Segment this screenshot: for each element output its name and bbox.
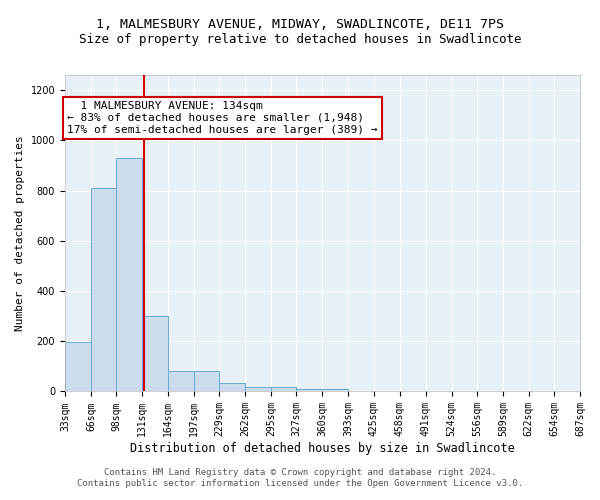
X-axis label: Distribution of detached houses by size in Swadlincote: Distribution of detached houses by size …	[130, 442, 515, 455]
Y-axis label: Number of detached properties: Number of detached properties	[15, 136, 25, 331]
Bar	[168, 371, 194, 392]
Bar	[322, 389, 349, 392]
Text: 1 MALMESBURY AVENUE: 134sqm
← 83% of detached houses are smaller (1,948)
17% of : 1 MALMESBURY AVENUE: 134sqm ← 83% of det…	[67, 102, 378, 134]
Text: Size of property relative to detached houses in Swadlincote: Size of property relative to detached ho…	[79, 32, 521, 46]
Bar	[116, 158, 142, 392]
Bar	[219, 382, 245, 392]
Bar	[271, 387, 296, 392]
Text: Contains HM Land Registry data © Crown copyright and database right 2024.
Contai: Contains HM Land Registry data © Crown c…	[77, 468, 523, 487]
Bar	[194, 371, 219, 392]
Text: 1, MALMESBURY AVENUE, MIDWAY, SWADLINCOTE, DE11 7PS: 1, MALMESBURY AVENUE, MIDWAY, SWADLINCOT…	[96, 18, 504, 30]
Bar	[142, 316, 168, 392]
Bar	[245, 387, 271, 392]
Bar	[65, 342, 91, 392]
Bar	[296, 389, 322, 392]
Bar	[91, 188, 116, 392]
